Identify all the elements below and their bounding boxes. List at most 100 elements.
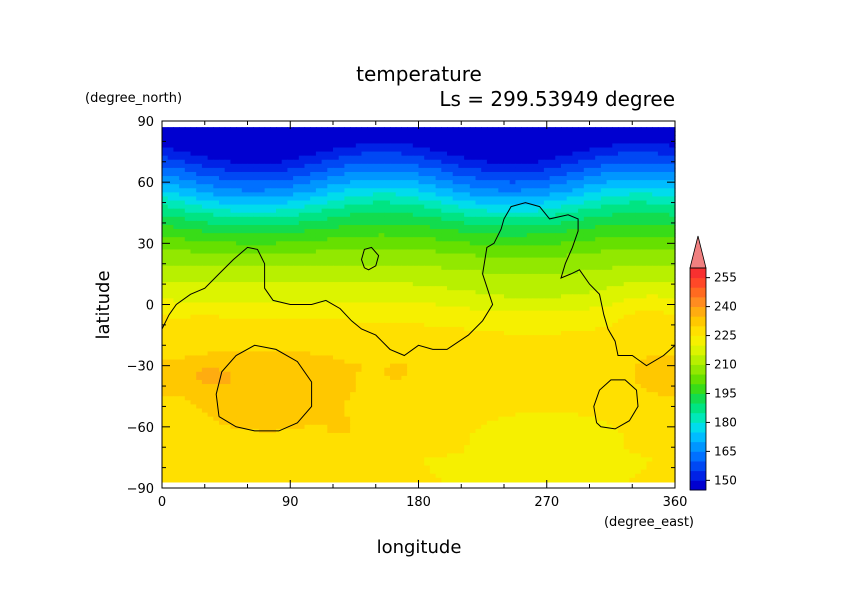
temperature-cell [452,290,459,295]
temperature-cell [201,257,209,263]
temperature-cell [350,159,357,165]
temperature-cell [600,245,608,251]
temperature-cell [566,314,573,320]
temperature-cell [224,290,231,295]
temperature-cell [623,245,630,251]
temperature-cell [224,343,231,348]
temperature-cell [395,314,402,320]
temperature-cell [401,277,408,283]
temperature-cell [452,331,459,336]
temperature-cell [207,224,214,230]
temperature-cell [526,241,534,246]
temperature-cell [424,237,431,242]
temperature-cell [201,261,209,267]
temperature-cell [543,282,551,287]
temperature-cell [321,245,328,251]
temperature-cell [618,229,625,234]
temperature-cell [190,135,197,140]
temperature-cell [498,261,505,267]
temperature-cell [258,343,266,348]
temperature-cell [623,286,630,291]
temperature-cell [338,155,345,161]
temperature-cell [452,192,459,198]
temperature-cell [276,277,283,283]
temperature-cell [390,127,397,132]
temperature-cell [412,237,420,242]
temperature-cell [224,147,231,153]
temperature-cell [549,171,556,177]
temperature-cell [429,204,437,210]
temperature-cell [333,290,340,295]
temperature-cell [333,298,340,304]
temperature-cell [612,135,619,140]
temperature-cell [350,265,357,271]
temperature-cell [652,347,659,352]
temperature-cell [504,229,511,234]
temperature-cell [618,273,625,279]
temperature-cell [196,224,203,230]
temperature-cell [629,155,636,161]
temperature-cell [652,339,659,344]
temperature-cell [538,314,545,320]
temperature-cell [167,249,174,255]
temperature-cell [549,139,556,145]
temperature-cell [236,310,243,316]
temperature-cell [464,237,471,242]
temperature-cell [652,245,659,251]
temperature-cell [447,249,454,255]
temperature-cell [515,282,522,287]
temperature-cell [213,302,220,308]
temperature-cell [167,135,174,140]
temperature-cell [258,200,266,206]
temperature-cell [390,335,397,340]
temperature-cell [361,224,368,230]
temperature-cell [429,335,437,340]
temperature-cell [407,229,414,234]
temperature-cell [270,277,277,283]
temperature-cell [167,331,174,336]
temperature-cell [595,180,602,185]
temperature-cell [207,265,214,271]
temperature-cell [526,176,534,181]
temperature-cell [338,237,345,242]
temperature-cell [555,318,562,324]
temperature-cell [498,127,505,132]
temperature-cell [486,310,494,316]
temperature-cell [190,253,197,259]
temperature-cell [652,184,659,189]
temperature-cell [338,143,345,149]
temperature-cell [566,322,573,328]
temperature-cell [669,245,676,251]
temperature-cell [555,155,562,161]
temperature-cell [418,180,425,185]
temperature-cell [509,249,516,255]
temperature-cell [327,282,334,287]
temperature-cell [407,233,414,238]
temperature-cell [629,310,636,316]
temperature-cell [435,290,442,295]
temperature-cell [338,188,345,193]
temperature-cell [441,343,448,348]
temperature-cell [646,196,653,202]
temperature-cell [315,294,323,299]
temperature-cell [464,192,471,198]
temperature-cell [378,208,385,214]
temperature-cell [669,224,676,230]
temperature-cell [578,200,585,206]
temperature-cell [167,167,174,173]
temperature-cell [640,212,648,218]
temperature-cell [663,139,670,145]
temperature-cell [475,237,482,242]
temperature-cell [669,204,676,210]
temperature-cell [486,282,494,287]
temperature-cell [538,326,545,332]
temperature-cell [236,229,243,234]
temperature-cell [350,155,357,161]
temperature-cell [173,163,180,169]
temperature-cell [241,339,249,344]
temperature-cell [561,208,568,214]
temperature-cell [458,347,465,352]
temperature-cell [583,167,591,173]
temperature-cell [561,184,568,189]
temperature-cell [424,286,431,291]
